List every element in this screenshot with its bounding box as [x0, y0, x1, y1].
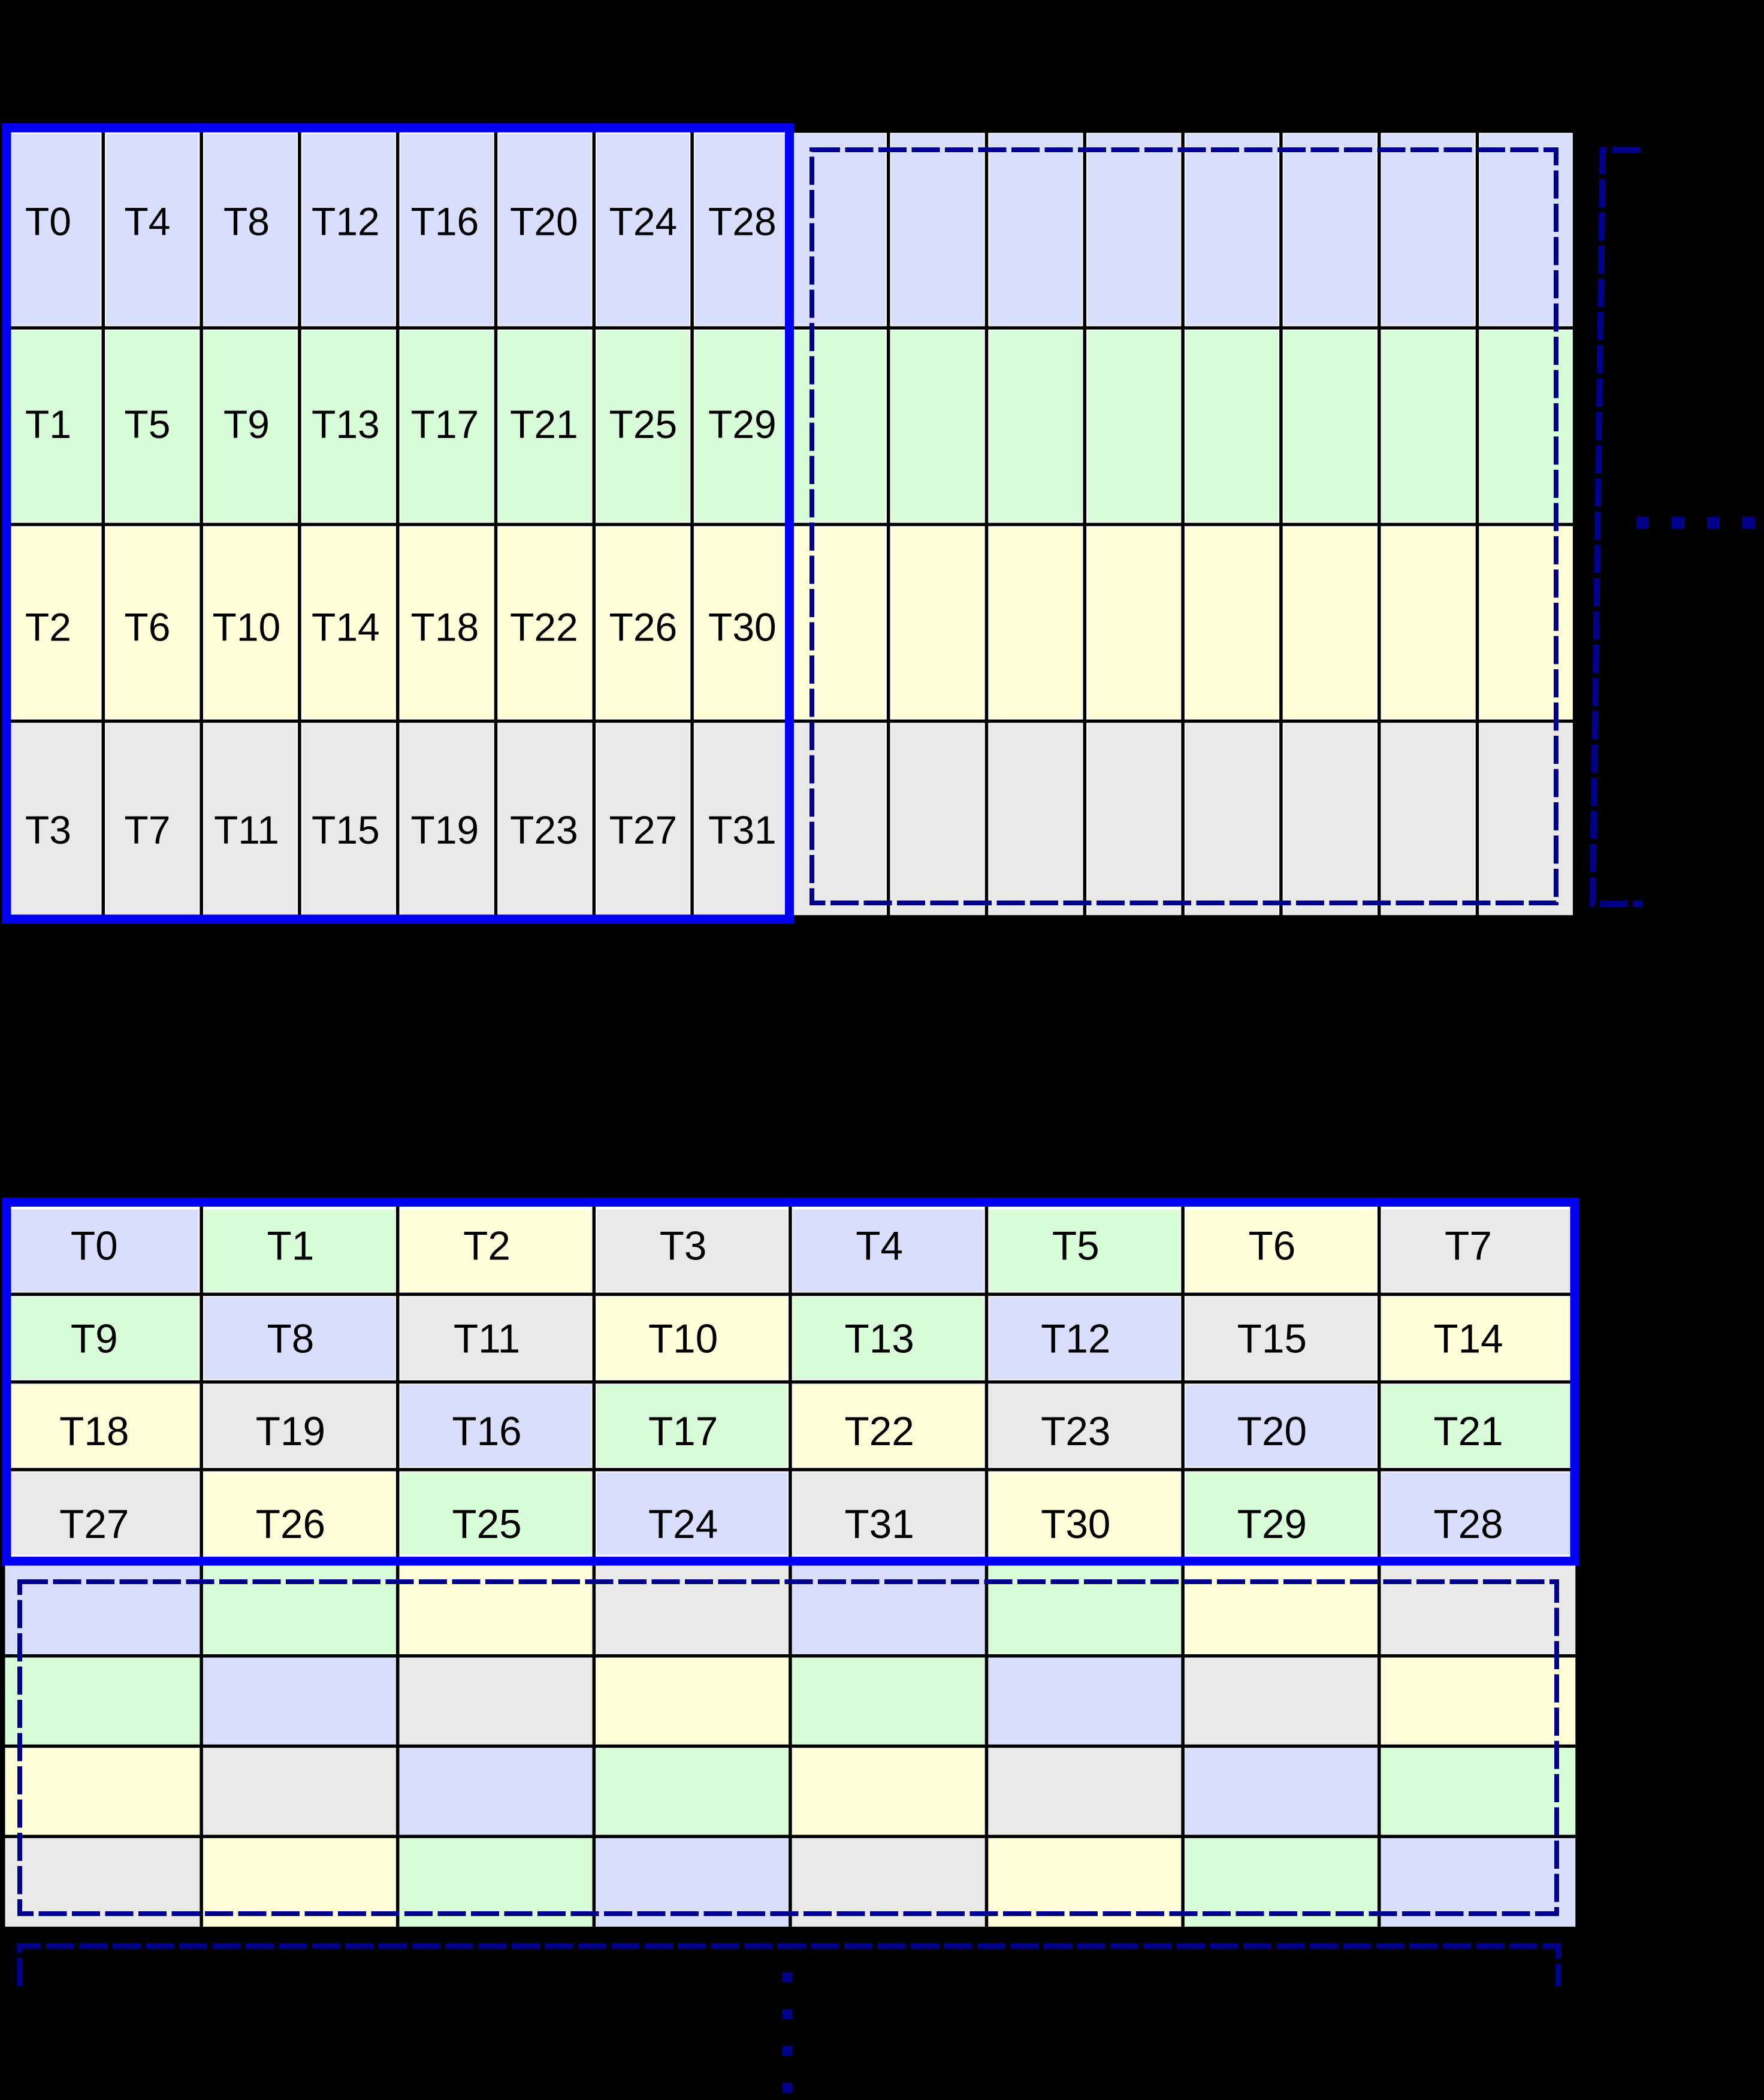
svg-text:T0: T0 [25, 200, 71, 244]
svg-text:T22: T22 [510, 605, 578, 649]
svg-text:T0: T0 [71, 1224, 118, 1269]
svg-text:T3: T3 [25, 808, 71, 852]
svg-text:T15: T15 [312, 808, 380, 852]
svg-text:T16: T16 [452, 1409, 521, 1454]
svg-text:T31: T31 [845, 1502, 914, 1547]
svg-text:T29: T29 [1237, 1502, 1307, 1547]
svg-text:T2: T2 [463, 1224, 511, 1269]
svg-text:T14: T14 [312, 605, 380, 649]
svg-text:T10: T10 [213, 605, 281, 649]
svg-text:T24: T24 [648, 1502, 718, 1547]
svg-text:T28: T28 [708, 200, 777, 244]
svg-text:T20: T20 [510, 200, 578, 244]
svg-text:T24: T24 [609, 200, 678, 244]
svg-text:T18: T18 [59, 1409, 129, 1454]
svg-text:T9: T9 [71, 1316, 118, 1361]
svg-text:T1: T1 [25, 402, 71, 446]
svg-text:T7: T7 [124, 808, 170, 852]
svg-text:T27: T27 [59, 1502, 129, 1547]
svg-text:T29: T29 [708, 402, 777, 446]
svg-text:T5: T5 [124, 402, 170, 446]
svg-text:T18: T18 [411, 605, 479, 649]
svg-text:T12: T12 [312, 200, 380, 244]
svg-text:T26: T26 [609, 605, 678, 649]
svg-text:T26: T26 [256, 1502, 325, 1547]
svg-text:T4: T4 [856, 1224, 903, 1269]
svg-text:T19: T19 [256, 1409, 325, 1454]
svg-text:T21: T21 [510, 402, 578, 446]
svg-text:T25: T25 [452, 1502, 521, 1547]
svg-text:T13: T13 [312, 402, 380, 446]
svg-text:T28: T28 [1433, 1502, 1503, 1547]
svg-text:T17: T17 [648, 1409, 718, 1454]
svg-text:T8: T8 [223, 200, 270, 244]
svg-text:T12: T12 [1041, 1316, 1110, 1361]
svg-text:T11: T11 [214, 808, 279, 852]
svg-text:T2: T2 [25, 605, 71, 649]
svg-text:T8: T8 [267, 1316, 315, 1361]
svg-text:T31: T31 [708, 808, 777, 852]
svg-text:T11: T11 [454, 1316, 520, 1361]
svg-text:T6: T6 [1249, 1224, 1296, 1269]
svg-text:T6: T6 [124, 605, 170, 649]
svg-text:T15: T15 [1237, 1316, 1307, 1361]
svg-text:T9: T9 [223, 402, 270, 446]
svg-text:T10: T10 [648, 1316, 718, 1361]
svg-text:T23: T23 [510, 808, 578, 852]
svg-text:T17: T17 [411, 402, 479, 446]
svg-text:T27: T27 [609, 808, 678, 852]
svg-text:T19: T19 [411, 808, 479, 852]
svg-text:T30: T30 [708, 605, 777, 649]
svg-text:T13: T13 [845, 1316, 914, 1361]
svg-text:T25: T25 [609, 402, 678, 446]
svg-text:T5: T5 [1052, 1224, 1100, 1269]
svg-text:T7: T7 [1445, 1224, 1492, 1269]
svg-text:T20: T20 [1237, 1409, 1307, 1454]
svg-text:T3: T3 [660, 1224, 707, 1269]
svg-text:T4: T4 [124, 200, 170, 244]
svg-text:T16: T16 [411, 200, 479, 244]
svg-text:T23: T23 [1041, 1409, 1110, 1454]
svg-text:T21: T21 [1433, 1409, 1503, 1454]
svg-text:T14: T14 [1433, 1316, 1503, 1361]
svg-text:T30: T30 [1041, 1502, 1110, 1547]
svg-text:T22: T22 [845, 1409, 914, 1454]
svg-text:T1: T1 [267, 1224, 315, 1269]
